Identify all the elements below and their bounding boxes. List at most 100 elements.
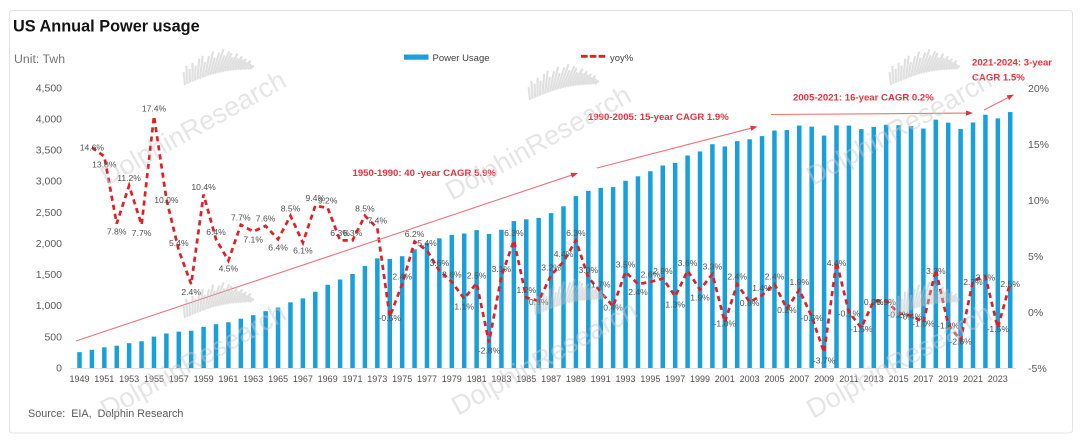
svg-text:1961: 1961 — [218, 374, 238, 384]
svg-text:6.1%: 6.1% — [293, 246, 313, 256]
svg-text:7.7%: 7.7% — [132, 228, 152, 238]
svg-text:6.2%: 6.2% — [405, 229, 425, 239]
svg-text:2005-2021: 16-year CAGR 0.2%: 2005-2021: 16-year CAGR 0.2% — [793, 93, 934, 104]
svg-text:4,500: 4,500 — [36, 82, 62, 94]
svg-text:1991: 1991 — [591, 374, 611, 384]
svg-text:3.3%: 3.3% — [703, 262, 723, 272]
svg-text:9.4%: 9.4% — [306, 193, 326, 203]
svg-text:3.0%: 3.0% — [579, 265, 599, 275]
svg-text:7.4%: 7.4% — [368, 216, 388, 226]
svg-text:3.2%: 3.2% — [541, 263, 561, 273]
svg-text:4.4%: 4.4% — [554, 249, 574, 259]
svg-text:2.7%: 2.7% — [963, 277, 983, 287]
svg-text:-3.7%: -3.7% — [813, 355, 836, 365]
svg-text:0.9%: 0.9% — [864, 297, 884, 307]
svg-text:6.3%: 6.3% — [330, 228, 350, 238]
svg-text:1993: 1993 — [615, 374, 635, 384]
svg-text:1,500: 1,500 — [36, 269, 62, 281]
svg-text:3.1%: 3.1% — [492, 264, 512, 274]
svg-text:2015: 2015 — [889, 374, 909, 384]
svg-text:500: 500 — [44, 331, 62, 343]
svg-text:3,000: 3,000 — [36, 176, 62, 188]
svg-text:3.6%: 3.6% — [430, 258, 450, 268]
svg-text:2005: 2005 — [764, 374, 784, 384]
svg-text:3.6%: 3.6% — [678, 258, 698, 268]
svg-text:1950-1990: 40 -year CAGR 5.9%: 1950-1990: 40 -year CAGR 5.9% — [353, 168, 497, 179]
svg-text:1.4%: 1.4% — [752, 283, 772, 293]
svg-text:-1.5%: -1.5% — [850, 324, 873, 334]
svg-text:yoy%: yoy% — [610, 53, 634, 64]
svg-text:Power Usage: Power Usage — [433, 53, 490, 64]
svg-text:2021: 2021 — [963, 374, 983, 384]
svg-text:2.6%: 2.6% — [442, 269, 462, 279]
svg-text:1967: 1967 — [293, 374, 313, 384]
svg-text:17.4%: 17.4% — [142, 104, 167, 114]
svg-text:-1.0%: -1.0% — [912, 318, 935, 328]
svg-text:3.1%: 3.1% — [976, 273, 996, 283]
svg-text:-0.1%: -0.1% — [838, 308, 861, 318]
svg-text:2.4%: 2.4% — [727, 272, 747, 282]
svg-text:2,000: 2,000 — [36, 238, 62, 250]
svg-text:US Annual Power usage: US Annual Power usage — [13, 18, 200, 36]
svg-text:1963: 1963 — [243, 374, 263, 384]
svg-text:1990-2005: 15-year CAGR 1.9%: 1990-2005: 15-year CAGR 1.9% — [588, 112, 729, 123]
svg-text:-1.0%: -1.0% — [714, 318, 737, 328]
svg-text:1.9%: 1.9% — [690, 293, 710, 303]
svg-text:2021-2024: 3-year: 2021-2024: 3-year — [972, 58, 1052, 69]
svg-text:6.4%: 6.4% — [206, 227, 226, 237]
svg-text:6.3%: 6.3% — [504, 228, 524, 238]
svg-text:5.4%: 5.4% — [169, 238, 189, 248]
svg-text:10.0%: 10.0% — [154, 195, 179, 205]
svg-text:1975: 1975 — [392, 374, 412, 384]
svg-text:-0.5%: -0.5% — [800, 313, 823, 323]
svg-text:CAGR 1.5%: CAGR 1.5% — [972, 73, 1025, 84]
svg-text:1949: 1949 — [69, 374, 89, 384]
svg-text:2003: 2003 — [740, 374, 760, 384]
svg-text:0.9%: 0.9% — [529, 297, 549, 307]
svg-text:2,500: 2,500 — [36, 207, 62, 219]
svg-text:1.3%: 1.3% — [665, 299, 685, 309]
svg-text:3.5%: 3.5% — [616, 259, 636, 269]
svg-text:-2.8%: -2.8% — [478, 345, 501, 355]
svg-text:7.8%: 7.8% — [107, 227, 127, 237]
svg-text:7.1%: 7.1% — [243, 235, 263, 245]
svg-text:-0.5%: -0.5% — [379, 313, 402, 323]
svg-text:7.7%: 7.7% — [231, 212, 251, 222]
svg-text:2023: 2023 — [988, 374, 1008, 384]
svg-text:0.2%: 0.2% — [777, 305, 797, 315]
svg-text:1989: 1989 — [566, 374, 586, 384]
svg-text:2.9%: 2.9% — [653, 266, 673, 276]
svg-text:2017: 2017 — [913, 374, 933, 384]
svg-text:2001: 2001 — [715, 374, 735, 384]
svg-text:7.6%: 7.6% — [256, 213, 276, 223]
svg-text:5.4%: 5.4% — [417, 238, 437, 248]
svg-text:-5%: -5% — [1028, 363, 1047, 375]
svg-text:0: 0 — [56, 362, 62, 374]
svg-text:6.3%: 6.3% — [566, 228, 586, 238]
svg-text:1973: 1973 — [367, 374, 387, 384]
svg-text:1,000: 1,000 — [36, 300, 62, 312]
svg-text:6.3%: 6.3% — [343, 228, 363, 238]
svg-text:1.7%: 1.7% — [591, 280, 611, 290]
svg-text:1995: 1995 — [640, 374, 660, 384]
svg-text:2007: 2007 — [789, 374, 809, 384]
svg-text:2.5%: 2.5% — [467, 271, 487, 281]
svg-text:0.9%: 0.9% — [876, 297, 896, 307]
svg-text:14.6%: 14.6% — [80, 143, 105, 153]
svg-text:2.6%: 2.6% — [641, 269, 661, 279]
svg-text:1965: 1965 — [268, 374, 288, 384]
svg-text:1.9%: 1.9% — [790, 277, 810, 287]
svg-text:2.4%: 2.4% — [392, 272, 412, 282]
svg-text:8.5%: 8.5% — [355, 203, 375, 213]
svg-text:1959: 1959 — [194, 374, 214, 384]
svg-text:Unit: Twh: Unit: Twh — [14, 52, 65, 66]
svg-text:1987: 1987 — [541, 374, 561, 384]
svg-text:1951: 1951 — [94, 374, 114, 384]
svg-text:2.4%: 2.4% — [628, 287, 648, 297]
svg-text:8.5%: 8.5% — [281, 203, 301, 213]
svg-text:-0.4%: -0.4% — [900, 312, 923, 322]
svg-text:-1.5%: -1.5% — [987, 324, 1010, 334]
svg-text:5%: 5% — [1028, 251, 1043, 263]
svg-text:2019: 2019 — [938, 374, 958, 384]
svg-text:1977: 1977 — [417, 374, 437, 384]
